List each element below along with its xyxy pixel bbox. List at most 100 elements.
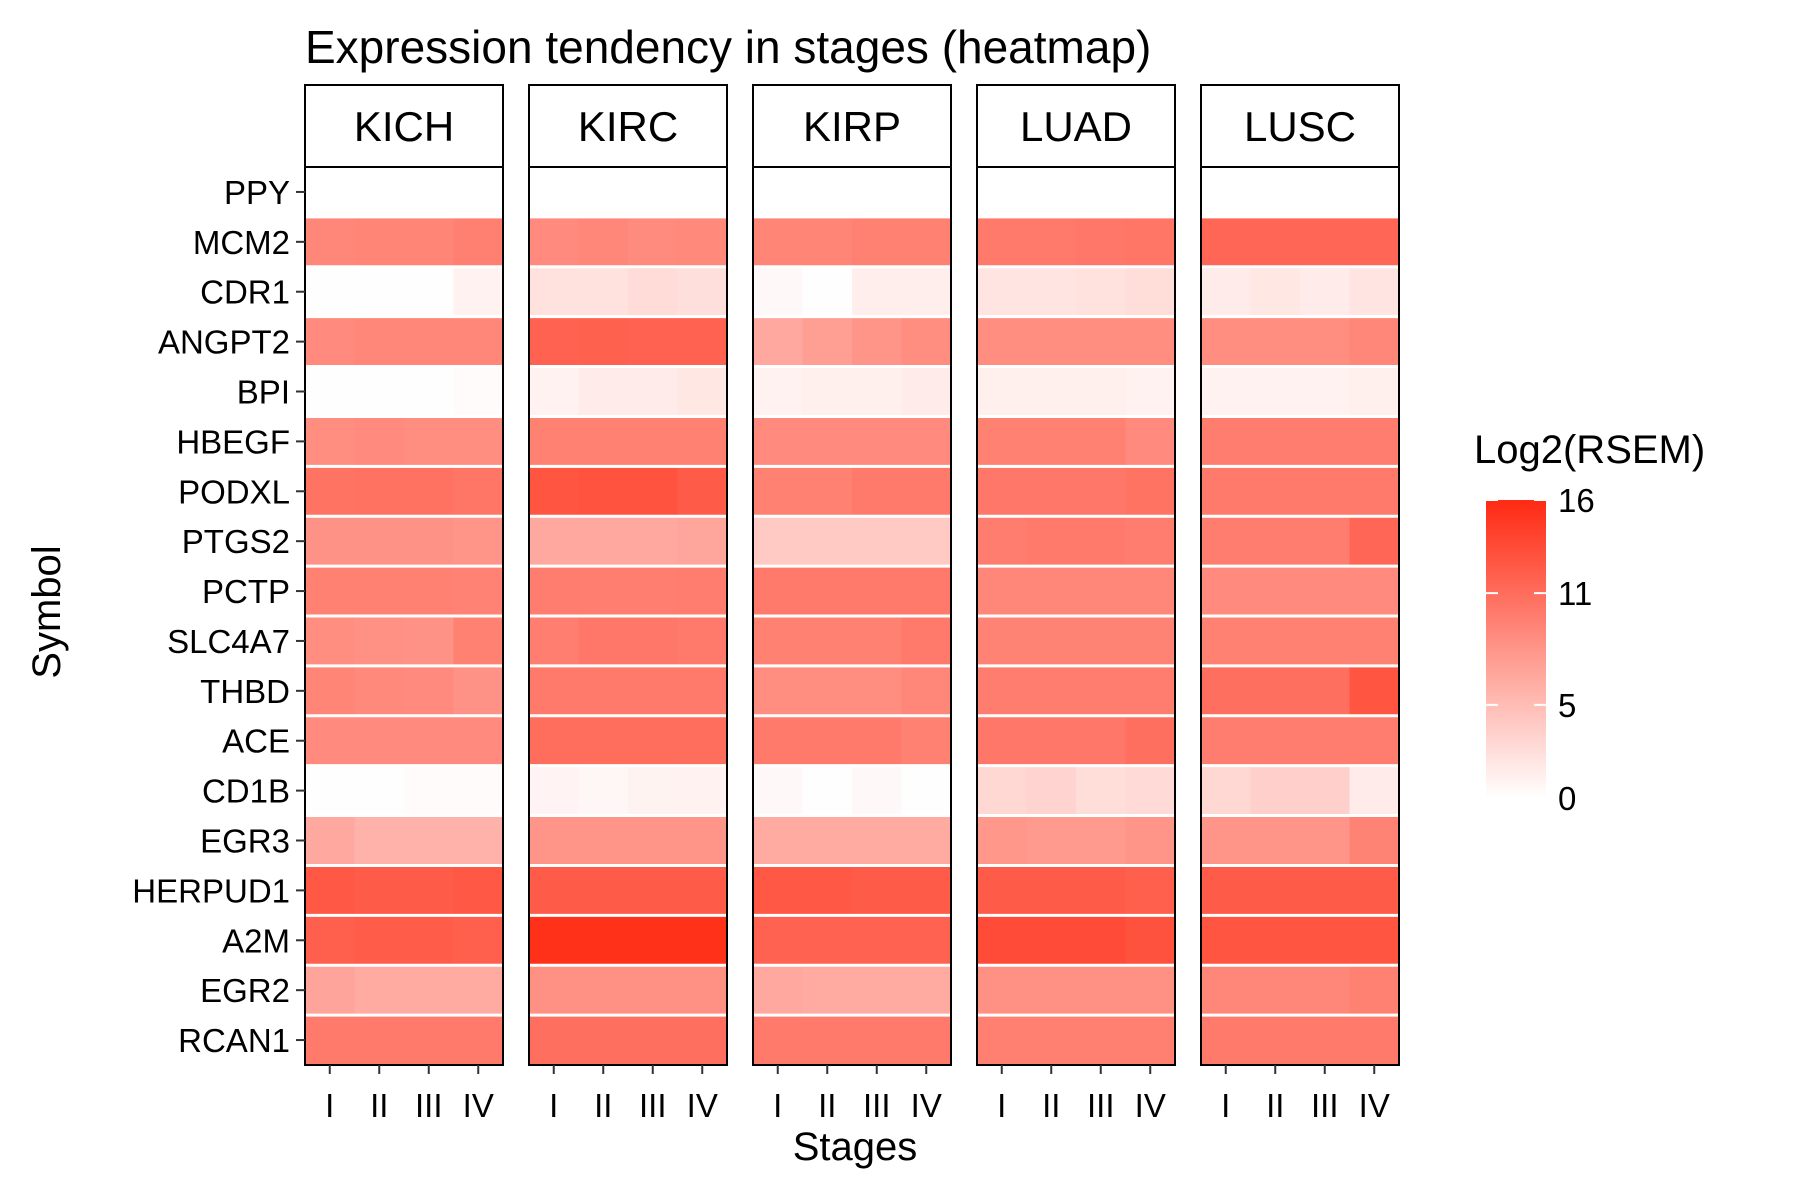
heatmap-cell	[852, 665, 902, 716]
panel-border	[1200, 166, 1400, 1066]
heatmap-cell	[1300, 416, 1350, 467]
heatmap-cell	[977, 815, 1027, 866]
y-tick-label: PPY	[224, 174, 290, 211]
heatmap-cell	[1250, 965, 1301, 1016]
heatmap-cell	[453, 965, 504, 1016]
heatmap-cell	[1300, 216, 1350, 267]
heatmap-cell	[977, 566, 1027, 616]
heatmap-cell	[802, 216, 853, 267]
heatmap-cell	[1349, 216, 1400, 267]
heatmap-cell	[305, 616, 355, 666]
heatmap-cell	[1076, 416, 1126, 467]
heatmap-cell	[354, 466, 405, 517]
heatmap-cell	[1076, 1015, 1126, 1065]
heatmap-cell	[404, 466, 454, 517]
heatmap-cell	[852, 616, 902, 666]
heatmap-cell	[453, 665, 504, 716]
heatmap-cell	[852, 167, 902, 217]
x-tick-label: IV	[1135, 1087, 1166, 1124]
heatmap-cell	[1201, 466, 1251, 517]
heatmap-cell	[1250, 815, 1301, 866]
heatmap-cell	[901, 965, 952, 1016]
heatmap-cell	[677, 167, 728, 217]
heatmap-cell	[404, 865, 454, 916]
heatmap-cell	[1250, 416, 1301, 467]
heatmap-cell	[404, 266, 454, 317]
heatmap-cell	[1125, 616, 1176, 666]
heatmap-cell	[354, 366, 405, 417]
heatmap-cell	[453, 266, 504, 317]
x-tick-label: II	[1042, 1087, 1060, 1124]
heatmap-cell	[753, 266, 803, 317]
y-tick-label: ANGPT2	[158, 324, 290, 361]
legend-colorbar	[1486, 500, 1546, 798]
heatmap-cell	[529, 865, 579, 916]
heatmap-cell	[852, 815, 902, 866]
heatmap-cell	[802, 715, 853, 766]
heatmap-cell	[802, 965, 853, 1016]
heatmap-cell	[529, 715, 579, 766]
heatmap-cell	[529, 965, 579, 1016]
heatmap-cell	[1349, 965, 1400, 1016]
heatmap-cell	[628, 516, 678, 567]
heatmap-cell	[753, 566, 803, 616]
heatmap-cell	[578, 566, 629, 616]
heatmap-cell	[977, 765, 1027, 816]
heatmap-cell	[852, 865, 902, 916]
heatmap-cell	[529, 765, 579, 816]
heatmap-cell	[305, 965, 355, 1016]
heatmap-cell	[1300, 1015, 1350, 1065]
heatmap-cell	[1300, 167, 1350, 217]
heatmap-cell	[354, 616, 405, 666]
heatmap-cell	[802, 466, 853, 517]
heatmap-cell	[1349, 715, 1400, 766]
heatmap-cell	[901, 765, 952, 816]
heatmap-cell	[1250, 765, 1301, 816]
heatmap-cell	[453, 366, 504, 417]
heatmap-cell	[529, 366, 579, 417]
heatmap-cell	[1125, 915, 1176, 966]
heatmap-cell	[1201, 366, 1251, 417]
heatmap-cell	[628, 466, 678, 517]
heatmap-cell	[1125, 216, 1176, 267]
heatmap-cell	[677, 965, 728, 1016]
heatmap-cell	[529, 216, 579, 267]
heatmap-cell	[1026, 167, 1077, 217]
heatmap-cell	[852, 516, 902, 567]
panel-border	[528, 166, 728, 1066]
heatmap-cell	[1201, 216, 1251, 267]
heatmap-cell	[1026, 715, 1077, 766]
heatmap-cell	[1250, 167, 1301, 217]
heatmap-cell	[1076, 715, 1126, 766]
heatmap-cell	[677, 915, 728, 966]
heatmap-cell	[1300, 965, 1350, 1016]
heatmap-cell	[1125, 366, 1176, 417]
x-tick-label: III	[415, 1087, 443, 1124]
heatmap-cell	[1349, 316, 1400, 367]
heatmap-cell	[453, 616, 504, 666]
facet-label: KICH	[354, 103, 454, 150]
heatmap-cell	[1076, 366, 1126, 417]
heatmap-cell	[852, 266, 902, 317]
heatmap-cell	[753, 865, 803, 916]
heatmap-cell	[977, 366, 1027, 417]
heatmap-cell	[753, 1015, 803, 1065]
heatmap-cell	[753, 915, 803, 966]
y-tick-label: ACE	[222, 723, 290, 760]
heatmap-cell	[802, 665, 853, 716]
heatmap-cell	[677, 516, 728, 567]
heatmap-cell	[354, 216, 405, 267]
heatmap-cell	[305, 665, 355, 716]
heatmap-cell	[1026, 566, 1077, 616]
heatmap-cell	[802, 416, 853, 467]
facet-strip	[528, 84, 728, 168]
heatmap-cell	[677, 266, 728, 317]
heatmap-cell	[354, 815, 405, 866]
heatmap-cell	[802, 1015, 853, 1065]
heatmap-cell	[1026, 416, 1077, 467]
x-tick-label: II	[370, 1087, 388, 1124]
heatmap-cell	[977, 616, 1027, 666]
heatmap-cell	[1250, 715, 1301, 766]
heatmap-cell	[1250, 516, 1301, 567]
